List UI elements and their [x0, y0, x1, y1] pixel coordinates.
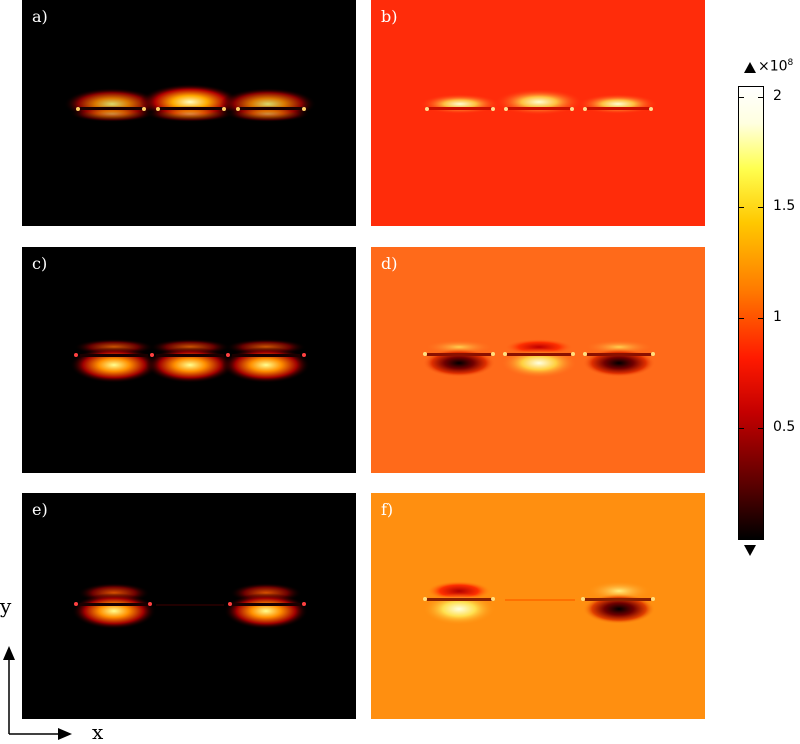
field-map-e: [22, 493, 356, 719]
panel-label-e: e): [32, 500, 48, 519]
colorbar-tick-right: [758, 97, 763, 99]
colorbar-tick-left: [739, 97, 744, 99]
colorbar-tick-label: 1: [773, 308, 782, 325]
axis-arrows-icon: [3, 646, 72, 740]
colorbar-tick-right: [758, 207, 763, 209]
colorbar: [738, 86, 764, 540]
field-map-a: [22, 0, 356, 226]
field-panel-e: e): [22, 493, 356, 719]
colorbar-min-arrow-icon: [744, 545, 756, 556]
colorbar-max-arrow-icon: [744, 62, 756, 73]
colorbar-tick-label: 2: [773, 88, 782, 105]
field-panel-a: a): [22, 0, 356, 226]
colorbar-tick-left: [739, 317, 744, 319]
field-panel-c: c): [22, 247, 356, 473]
field-panel-f: f): [371, 493, 705, 719]
field-map-d: [371, 247, 705, 473]
colorbar-tick-left: [739, 427, 744, 429]
field-map-f: [371, 493, 705, 719]
colorbar-exponent: 8: [787, 58, 794, 68]
y-axis-label: y: [0, 594, 12, 618]
panel-label-b: b): [381, 7, 398, 26]
colorbar-multiplier-base: ×10: [758, 58, 788, 75]
colorbar-tick-right: [758, 427, 763, 429]
field-map-c: [22, 247, 356, 473]
colorbar-tick-right: [758, 317, 763, 319]
field-map-b: [371, 0, 705, 226]
x-axis-label: x: [92, 720, 104, 744]
colorbar-multiplier: ×108: [758, 58, 793, 75]
panel-label-d: d): [381, 254, 398, 273]
colorbar-tick-label: 0.5: [773, 418, 796, 435]
panel-label-c: c): [32, 254, 48, 273]
panel-label-f: f): [381, 500, 394, 519]
colorbar-tick-label: 1.5: [773, 198, 796, 215]
colorbar-tick-left: [739, 207, 744, 209]
field-panel-d: d): [371, 247, 705, 473]
field-panel-b: b): [371, 0, 705, 226]
panel-label-a: a): [32, 7, 48, 26]
